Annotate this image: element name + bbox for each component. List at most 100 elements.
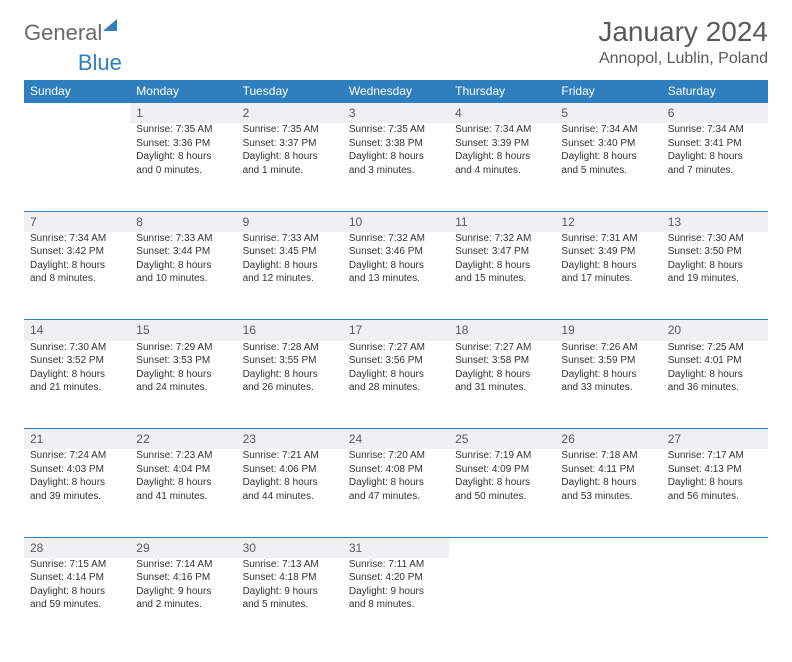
sunrise-text: Sunrise: 7:27 AM [455,341,549,355]
sunset-text: Sunset: 3:37 PM [243,137,337,151]
sunset-text: Sunset: 3:58 PM [455,354,549,368]
daylight-text-1: Daylight: 8 hours [349,476,443,490]
daylight-text-2: and 19 minutes. [668,272,762,286]
day-number: 28 [24,537,130,558]
day-cell: Sunrise: 7:27 AMSunset: 3:56 PMDaylight:… [343,341,449,429]
sunset-text: Sunset: 3:45 PM [243,245,337,259]
day-cell: Sunrise: 7:17 AMSunset: 4:13 PMDaylight:… [662,449,768,537]
day-cell: Sunrise: 7:13 AMSunset: 4:18 PMDaylight:… [237,558,343,646]
daylight-text-1: Daylight: 8 hours [668,259,762,273]
day-number: 22 [130,429,236,450]
daylight-text-1: Daylight: 8 hours [561,150,655,164]
daylight-text-2: and 44 minutes. [243,490,337,504]
daylight-text-1: Daylight: 8 hours [30,368,124,382]
day-cell: Sunrise: 7:28 AMSunset: 3:55 PMDaylight:… [237,341,343,429]
day-number: 31 [343,537,449,558]
day-cell [555,558,661,646]
daylight-text-1: Daylight: 8 hours [668,476,762,490]
daylight-text-1: Daylight: 8 hours [243,259,337,273]
sunrise-text: Sunrise: 7:28 AM [243,341,337,355]
day-cell [24,123,130,211]
day-cell: Sunrise: 7:35 AMSunset: 3:37 PMDaylight:… [237,123,343,211]
day-cell: Sunrise: 7:14 AMSunset: 4:16 PMDaylight:… [130,558,236,646]
sunset-text: Sunset: 3:49 PM [561,245,655,259]
daylight-text-1: Daylight: 9 hours [136,585,230,599]
sunrise-text: Sunrise: 7:34 AM [561,123,655,137]
sunset-text: Sunset: 3:44 PM [136,245,230,259]
daylight-text-2: and 59 minutes. [30,598,124,612]
weekday-header-row: Sunday Monday Tuesday Wednesday Thursday… [24,80,768,103]
daylight-text-2: and 3 minutes. [349,164,443,178]
sunrise-text: Sunrise: 7:32 AM [349,232,443,246]
sunrise-text: Sunrise: 7:21 AM [243,449,337,463]
day-cell: Sunrise: 7:34 AMSunset: 3:41 PMDaylight:… [662,123,768,211]
daylight-text-2: and 5 minutes. [561,164,655,178]
day-number [24,103,130,124]
day-cell: Sunrise: 7:34 AMSunset: 3:42 PMDaylight:… [24,232,130,320]
day-number: 2 [237,103,343,124]
sunset-text: Sunset: 3:46 PM [349,245,443,259]
day-cell: Sunrise: 7:24 AMSunset: 4:03 PMDaylight:… [24,449,130,537]
day-number: 1 [130,103,236,124]
day-number-row: 78910111213 [24,211,768,232]
daylight-text-2: and 8 minutes. [30,272,124,286]
brand-line2: GeneBlue [24,50,768,76]
daylight-text-1: Daylight: 8 hours [243,368,337,382]
day-number [662,537,768,558]
sunrise-text: Sunrise: 7:33 AM [243,232,337,246]
day-number: 10 [343,211,449,232]
daylight-text-2: and 47 minutes. [349,490,443,504]
daylight-text-1: Daylight: 8 hours [561,368,655,382]
sunrise-text: Sunrise: 7:34 AM [455,123,549,137]
sunset-text: Sunset: 3:39 PM [455,137,549,151]
sunset-text: Sunset: 3:42 PM [30,245,124,259]
day-cell: Sunrise: 7:15 AMSunset: 4:14 PMDaylight:… [24,558,130,646]
day-content-row: Sunrise: 7:35 AMSunset: 3:36 PMDaylight:… [24,123,768,211]
weekday-header: Wednesday [343,80,449,103]
daylight-text-1: Daylight: 8 hours [455,150,549,164]
day-number: 20 [662,320,768,341]
day-number: 5 [555,103,661,124]
brand-logo: General [24,16,117,46]
daylight-text-1: Daylight: 8 hours [30,585,124,599]
daylight-text-1: Daylight: 8 hours [668,368,762,382]
day-number: 27 [662,429,768,450]
day-number: 16 [237,320,343,341]
sunrise-text: Sunrise: 7:27 AM [349,341,443,355]
sunrise-text: Sunrise: 7:34 AM [668,123,762,137]
brand-part2: Blue [78,50,122,75]
daylight-text-2: and 31 minutes. [455,381,549,395]
day-number: 24 [343,429,449,450]
day-number: 14 [24,320,130,341]
day-number: 11 [449,211,555,232]
daylight-text-2: and 7 minutes. [668,164,762,178]
daylight-text-2: and 1 minute. [243,164,337,178]
day-number: 25 [449,429,555,450]
sunset-text: Sunset: 4:14 PM [30,571,124,585]
daylight-text-1: Daylight: 8 hours [668,150,762,164]
day-content-row: Sunrise: 7:24 AMSunset: 4:03 PMDaylight:… [24,449,768,537]
daylight-text-1: Daylight: 8 hours [243,150,337,164]
sunset-text: Sunset: 4:09 PM [455,463,549,477]
day-cell: Sunrise: 7:11 AMSunset: 4:20 PMDaylight:… [343,558,449,646]
sunset-text: Sunset: 4:01 PM [668,354,762,368]
day-number: 15 [130,320,236,341]
daylight-text-1: Daylight: 8 hours [136,150,230,164]
day-cell: Sunrise: 7:29 AMSunset: 3:53 PMDaylight:… [130,341,236,429]
daylight-text-1: Daylight: 8 hours [455,259,549,273]
sunset-text: Sunset: 3:50 PM [668,245,762,259]
day-cell: Sunrise: 7:26 AMSunset: 3:59 PMDaylight:… [555,341,661,429]
daylight-text-2: and 5 minutes. [243,598,337,612]
daylight-text-1: Daylight: 8 hours [243,476,337,490]
daylight-text-2: and 53 minutes. [561,490,655,504]
daylight-text-2: and 50 minutes. [455,490,549,504]
sunrise-text: Sunrise: 7:15 AM [30,558,124,572]
day-cell: Sunrise: 7:33 AMSunset: 3:44 PMDaylight:… [130,232,236,320]
sunrise-text: Sunrise: 7:11 AM [349,558,443,572]
day-cell: Sunrise: 7:27 AMSunset: 3:58 PMDaylight:… [449,341,555,429]
sunrise-text: Sunrise: 7:20 AM [349,449,443,463]
daylight-text-1: Daylight: 8 hours [455,368,549,382]
day-number: 19 [555,320,661,341]
sunrise-text: Sunrise: 7:26 AM [561,341,655,355]
sunrise-text: Sunrise: 7:24 AM [30,449,124,463]
